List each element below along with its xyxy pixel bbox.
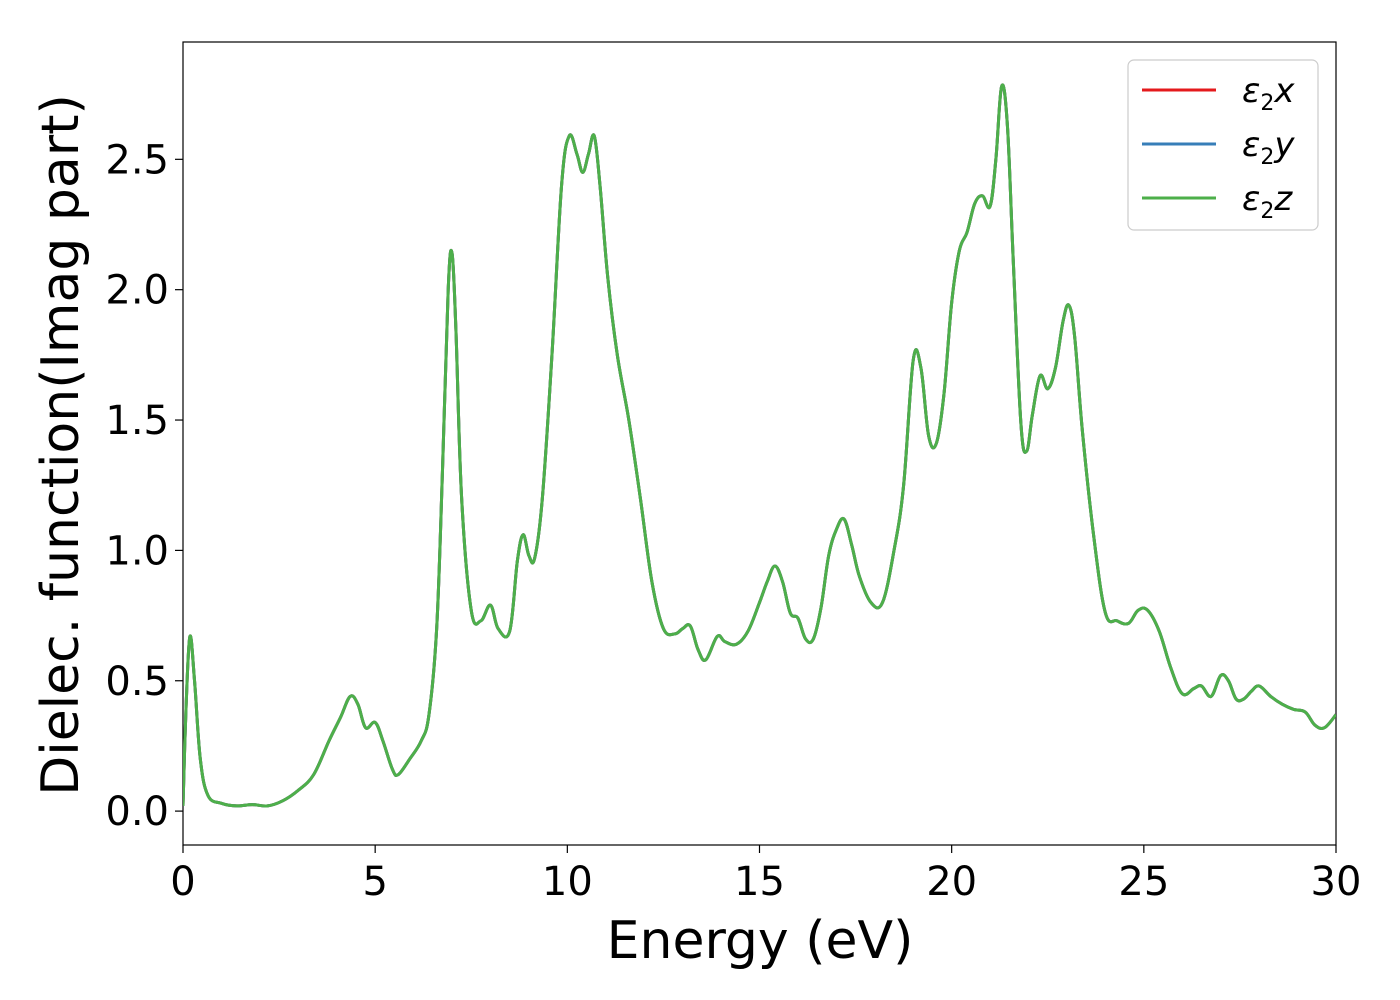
y-tick-label: 0.5 bbox=[105, 659, 169, 705]
y-tick-label: 1.5 bbox=[105, 398, 169, 444]
y-axis-label: Dielec. function(Imag part) bbox=[31, 94, 91, 796]
x-axis: 0 5 10 15 20 25 30 bbox=[170, 845, 1361, 905]
legend-label-2: ε2y bbox=[1242, 125, 1295, 170]
legend-label-3: ε2z bbox=[1242, 179, 1293, 224]
y-tick-label: 2.5 bbox=[105, 137, 169, 183]
x-tick-label: 10 bbox=[542, 859, 593, 905]
x-tick-label: 0 bbox=[170, 859, 195, 905]
x-tick-label: 15 bbox=[734, 859, 785, 905]
x-axis-label: Energy (eV) bbox=[607, 911, 914, 971]
y-tick-label: 1.0 bbox=[105, 528, 169, 574]
y-axis: 0.0 0.5 1.0 1.5 2.0 2.5 bbox=[105, 137, 183, 835]
x-tick-label: 25 bbox=[1118, 859, 1169, 905]
y-tick-label: 0.0 bbox=[105, 789, 169, 835]
legend-label-1: ε2x bbox=[1242, 71, 1295, 116]
legend-box bbox=[1127, 59, 1319, 231]
x-tick-label: 20 bbox=[926, 859, 977, 905]
x-tick-label: 5 bbox=[362, 859, 387, 905]
series-line-3 bbox=[183, 83, 1336, 808]
x-tick-label: 30 bbox=[1311, 859, 1362, 905]
y-tick-label: 2.0 bbox=[105, 268, 169, 314]
legend: ε2x ε2y ε2z bbox=[1127, 59, 1319, 231]
